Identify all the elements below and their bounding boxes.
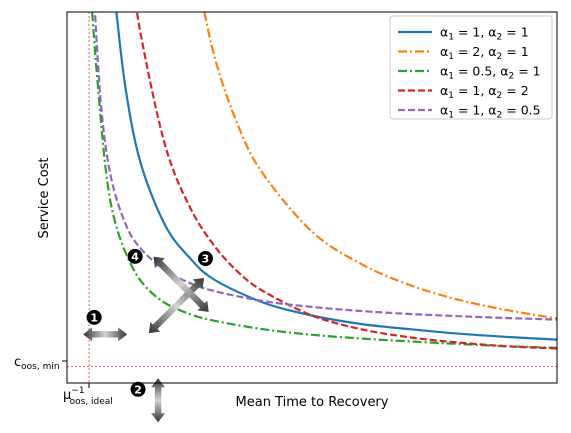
legend-items: α1 = 1, α2 = 1α1 = 2, α2 = 1 α1 = 0.5, α2… (398, 25, 541, 121)
annotation-badge-4: 4 (127, 248, 143, 264)
series-line-3 (91, 12, 557, 349)
y-axis-label: Service Cost (37, 157, 52, 238)
series-line-2 (203, 12, 557, 320)
x-tick-label: μ−1 oos, ideal (63, 386, 113, 407)
legend: α1 = 1, α2 = 1α1 = 2, α2 = 1 α1 = 0.5, α2… (389, 15, 553, 121)
series-line-5 (93, 12, 557, 321)
annotation-layer: 1 2 3 4 (83, 248, 213, 423)
series-line-1 (115, 12, 557, 341)
annotation-badge-1: 1 (86, 309, 102, 325)
annotation-number: 2 (134, 383, 142, 396)
annotation-arrow-2 (151, 378, 166, 423)
legend-label-4: α1 = 1, α2 = 2 (440, 83, 529, 101)
annotation-arrow-4 (153, 256, 209, 312)
series-line-4 (135, 12, 557, 350)
x-axis-label: Mean Time to Recovery (236, 395, 389, 410)
annotation-number: 1 (90, 311, 98, 324)
legend-box (389, 15, 553, 120)
y-tick-label: coos, min (14, 355, 60, 372)
annotation-badge-3: 3 (197, 251, 213, 267)
annotation-badge-2: 2 (130, 381, 146, 397)
legend-label-5: α1 = 1, α2 = 0.5 (440, 103, 541, 121)
plot-frame (66, 11, 558, 384)
legend-label-3: α1 = 0.5, α2 = 1 (440, 64, 541, 82)
series-layer (91, 12, 557, 350)
legend-label-1: α1 = 1, α2 = 1 (440, 25, 529, 43)
legend-label-2: α1 = 2, α2 = 1 (440, 44, 529, 62)
annotation-number: 4 (131, 250, 139, 263)
annotation-number: 3 (202, 253, 210, 266)
annotation-arrow-1 (83, 327, 128, 342)
